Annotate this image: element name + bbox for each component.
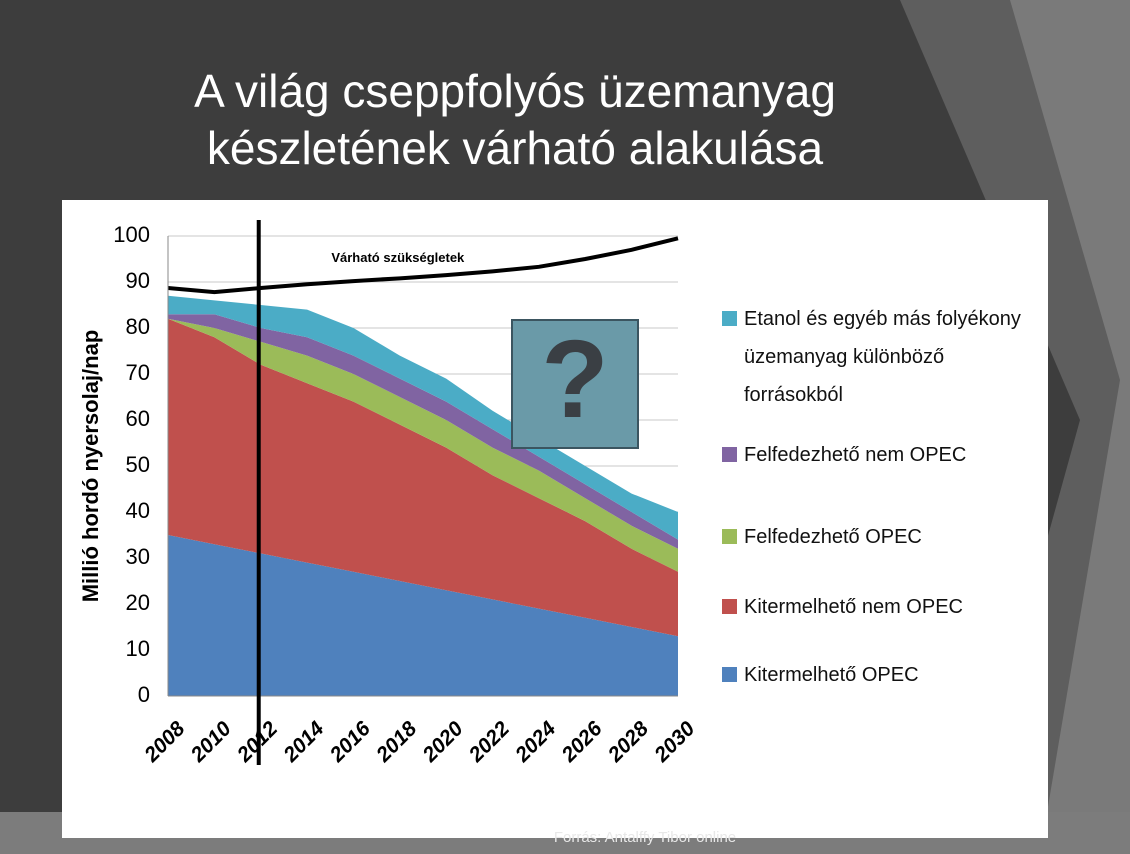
legend-swatch (722, 529, 737, 544)
y-tick-label: 0 (138, 682, 150, 707)
line-label: Várható szükségletek (331, 250, 465, 265)
y-tick-label: 10 (126, 636, 150, 661)
y-tick-label: 70 (126, 360, 150, 385)
y-tick-label: 100 (113, 222, 150, 247)
legend-item: Kitermelhető nem OPEC (722, 588, 1032, 626)
legend-label: Felfedezhető nem OPEC (744, 444, 967, 466)
legend-swatch (722, 599, 737, 614)
question-box (511, 319, 639, 449)
y-tick-label: 60 (126, 406, 150, 431)
title-line: A világ cseppfolyós üzemanyag (194, 65, 836, 117)
y-tick-label: 20 (126, 590, 150, 615)
question-mark: ? (541, 318, 608, 441)
plot: 0102030405060708090100200820102012201420… (113, 220, 700, 767)
y-tick-label: 30 (126, 544, 150, 569)
legend-label: Etanol és egyéb más folyékony üzemanyag … (744, 308, 1021, 406)
legend-item: Felfedezhető nem OPEC (722, 436, 1032, 474)
bg-shape (1010, 0, 1130, 854)
y-tick-label: 50 (126, 452, 150, 477)
y-tick-label: 40 (126, 498, 150, 523)
legend-label: Kitermelhető nem OPEC (744, 596, 963, 618)
y-axis-label: Millió hordó nyersolaj/nap (78, 330, 103, 603)
source: Forrás: Antalffy Tibor online (554, 829, 736, 846)
legend-swatch (722, 311, 737, 326)
legend-item: Felfedezhető OPEC (722, 518, 1032, 556)
legend-swatch (722, 447, 737, 462)
y-tick-label: 90 (126, 268, 150, 293)
y-tick-label: 80 (126, 314, 150, 339)
legend-item: Kitermelhető OPEC (722, 656, 1032, 694)
legend-label: Felfedezhető OPEC (744, 526, 922, 548)
title-line: készletének várható alakulása (207, 122, 824, 174)
legend-item: Etanol és egyéb más folyékony üzemanyag … (722, 300, 1032, 414)
legend-swatch (722, 667, 737, 682)
legend-label: Kitermelhető OPEC (744, 664, 919, 686)
area (168, 535, 678, 696)
demand-line (167, 236, 679, 295)
area (168, 318, 678, 637)
